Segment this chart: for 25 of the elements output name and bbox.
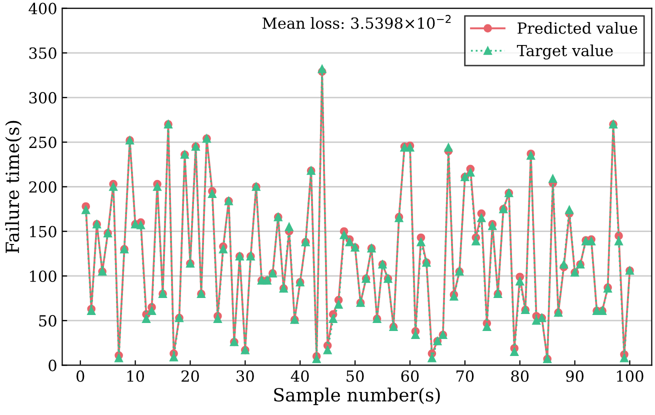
x-tick-label: 90 — [566, 370, 584, 382]
x-tick-label: 80 — [511, 370, 529, 382]
x-axis-title: Sample number(s) — [274, 388, 440, 406]
x-tick-label: 30 — [236, 370, 254, 382]
legend-label: Predicted value — [518, 22, 638, 34]
x-tick-label: 70 — [456, 370, 474, 382]
annotation: Mean loss: 3.5398×10$^{−2}$ — [262, 14, 451, 29]
y-tick-label: 350 — [29, 47, 56, 59]
y-tick-label: 100 — [30, 270, 56, 282]
y-tick-label: 300 — [29, 92, 56, 104]
legend-label: Target value — [516, 44, 613, 60]
y-tick-label: 250 — [29, 136, 56, 148]
y-tick-label: 50 — [39, 315, 56, 327]
y-axis-title: Failure time(s) — [5, 120, 22, 254]
y-tick-label: 0 — [48, 360, 56, 372]
x-tick-label: 50 — [346, 370, 364, 382]
x-tick-label: 20 — [182, 370, 199, 382]
x-tick-label: 40 — [290, 370, 309, 382]
x-tick-label: 10 — [127, 370, 144, 382]
x-tick-label: 60 — [401, 370, 419, 382]
x-tick-label: 100 — [617, 370, 644, 382]
y-tick-label: 150 — [30, 226, 56, 238]
x-tick-label: 0 — [76, 370, 84, 382]
y-tick-label: 400 — [28, 2, 56, 14]
y-tick-label: 200 — [29, 181, 56, 193]
